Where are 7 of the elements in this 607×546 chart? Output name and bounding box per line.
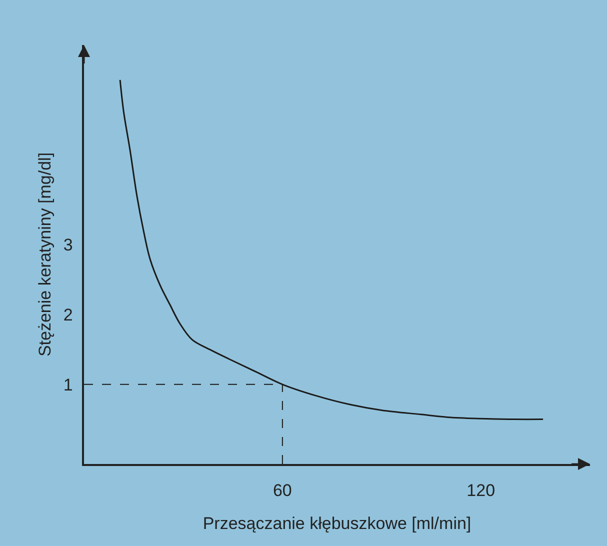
x-tick-label: 120 bbox=[466, 481, 496, 500]
y-tick-label: 3 bbox=[63, 236, 73, 255]
x-axis-title: Przesączanie kłębuszkowe [ml/min] bbox=[202, 514, 472, 534]
x-tick-label: 60 bbox=[272, 481, 292, 500]
y-tick-label: 1 bbox=[63, 375, 73, 394]
y-axis-title: Stężenie keratyniny [mg/dl] bbox=[35, 152, 54, 357]
y-tick-label: 2 bbox=[63, 306, 73, 325]
